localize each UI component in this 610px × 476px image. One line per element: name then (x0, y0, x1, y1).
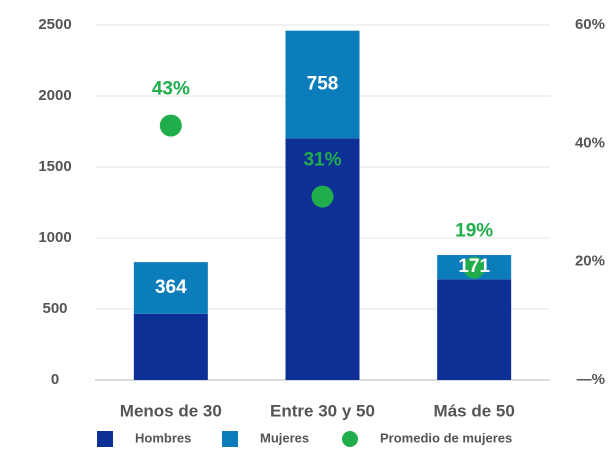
y2-tick-label: 60% (575, 16, 605, 33)
x-tick-label: Entre 30 y 50 (270, 401, 375, 420)
point (463, 256, 486, 279)
bar-label: 171 (458, 256, 490, 277)
bar-label: 364 (155, 277, 187, 298)
legend-label: Mujeres (260, 430, 309, 445)
y2-tick-label: 40% (575, 134, 605, 151)
point-label: 31% (303, 150, 341, 171)
y-tick-label: 500 (42, 300, 67, 317)
bar (437, 279, 512, 380)
point (159, 114, 182, 137)
y2-tick-label: —% (577, 371, 605, 388)
legend-label: Promedio de mujeres (380, 430, 512, 445)
point (311, 185, 334, 208)
y-tick-label: 2000 (38, 87, 71, 104)
x-tick-label: Menos de 30 (120, 401, 222, 420)
y-tick-label: 1000 (38, 229, 71, 246)
y-tick-label: 0 (51, 371, 59, 388)
bar (133, 313, 208, 380)
point-label: 43% (152, 79, 190, 100)
bar (133, 262, 208, 314)
y2-tick-label: 20% (575, 253, 605, 270)
bar (285, 138, 360, 380)
x-tick-label: Más de 50 (434, 401, 515, 420)
legend-marker (342, 431, 358, 447)
bar-label: 758 (307, 74, 339, 95)
legend-marker (222, 431, 238, 447)
legend-marker (97, 431, 113, 447)
y-tick-label: 1500 (38, 158, 71, 175)
point-label: 19% (455, 221, 493, 242)
bar (285, 30, 360, 139)
y-tick-label: 2500 (38, 16, 71, 33)
legend-label: Hombres (135, 430, 191, 445)
